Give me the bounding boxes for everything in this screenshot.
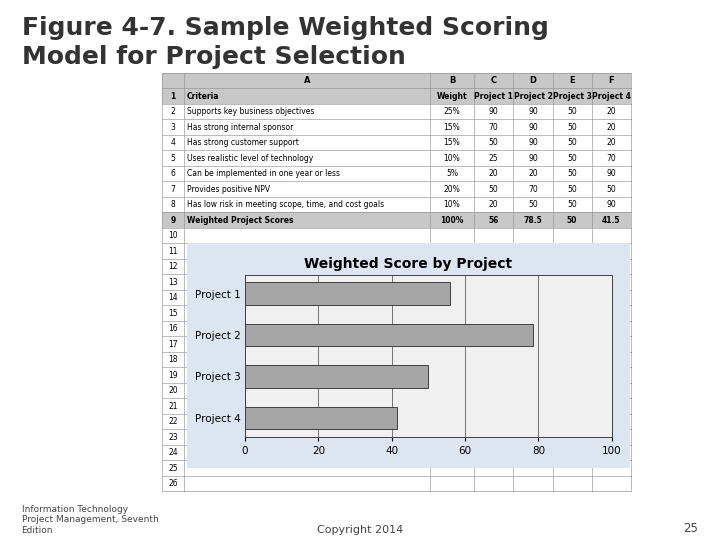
Text: 20: 20 — [168, 386, 178, 395]
Text: Project 3: Project 3 — [553, 92, 592, 100]
Text: 20: 20 — [528, 169, 538, 178]
Text: 70: 70 — [489, 123, 498, 132]
Text: 50: 50 — [528, 200, 538, 209]
Text: 50: 50 — [489, 185, 498, 194]
Text: 14: 14 — [168, 293, 178, 302]
Text: 20: 20 — [606, 107, 616, 116]
Text: 50: 50 — [567, 154, 577, 163]
Text: 4: 4 — [171, 138, 176, 147]
Text: 50: 50 — [567, 123, 577, 132]
Text: 25: 25 — [489, 154, 498, 163]
Text: 11: 11 — [168, 247, 178, 255]
Text: Has low risk in meeting scope, time, and cost goals: Has low risk in meeting scope, time, and… — [186, 200, 384, 209]
Text: 50: 50 — [567, 200, 577, 209]
Text: 50: 50 — [567, 169, 577, 178]
Text: Project 4: Project 4 — [592, 92, 631, 100]
Text: F: F — [608, 76, 614, 85]
Text: 20%: 20% — [444, 185, 460, 194]
Text: 20: 20 — [606, 123, 616, 132]
Text: 70: 70 — [528, 185, 538, 194]
Text: 2: 2 — [171, 107, 175, 116]
Bar — [245, 365, 428, 388]
Text: C: C — [490, 76, 497, 85]
Text: 15: 15 — [168, 309, 178, 318]
Text: 90: 90 — [528, 138, 538, 147]
Text: 50: 50 — [606, 185, 616, 194]
Text: 90: 90 — [528, 123, 538, 132]
Bar — [245, 282, 451, 305]
Text: 50: 50 — [567, 215, 577, 225]
Bar — [245, 407, 397, 429]
Text: 17: 17 — [168, 340, 178, 349]
Text: Weight: Weight — [437, 92, 467, 100]
Text: 10%: 10% — [444, 200, 460, 209]
Text: 7: 7 — [171, 185, 176, 194]
Text: 15%: 15% — [444, 123, 460, 132]
Text: Has strong internal sponsor: Has strong internal sponsor — [186, 123, 293, 132]
Text: 12: 12 — [168, 262, 178, 271]
Text: B: B — [449, 76, 455, 85]
Text: 18: 18 — [168, 355, 178, 364]
Text: E: E — [570, 76, 575, 85]
Text: 90: 90 — [528, 154, 538, 163]
Text: D: D — [529, 76, 536, 85]
Text: 78.5: 78.5 — [523, 215, 542, 225]
Text: 5%: 5% — [446, 169, 458, 178]
Text: Provides positive NPV: Provides positive NPV — [186, 185, 270, 194]
Text: 20: 20 — [606, 138, 616, 147]
Text: 19: 19 — [168, 370, 178, 380]
Text: 13: 13 — [168, 278, 178, 287]
Text: 41.5: 41.5 — [602, 215, 621, 225]
Text: Copyright 2014: Copyright 2014 — [317, 524, 403, 535]
Text: 50: 50 — [567, 138, 577, 147]
Text: 70: 70 — [606, 154, 616, 163]
Text: 50: 50 — [489, 138, 498, 147]
Text: Information Technology
Project Management, Seventh
Edition: Information Technology Project Managemen… — [22, 505, 158, 535]
Text: Project 2: Project 2 — [513, 92, 552, 100]
Text: Figure 4-7. Sample Weighted Scoring
Model for Project Selection: Figure 4-7. Sample Weighted Scoring Mode… — [22, 16, 549, 69]
Text: 25: 25 — [683, 522, 698, 535]
Text: Criteria: Criteria — [186, 92, 219, 100]
Text: 50: 50 — [567, 185, 577, 194]
Text: 20: 20 — [489, 169, 498, 178]
Text: 90: 90 — [606, 169, 616, 178]
Text: 25: 25 — [168, 464, 178, 472]
Text: 26: 26 — [168, 479, 178, 488]
Text: 25%: 25% — [444, 107, 460, 116]
Text: Weighted Project Scores: Weighted Project Scores — [186, 215, 293, 225]
Text: 10%: 10% — [444, 154, 460, 163]
Text: 56: 56 — [488, 215, 499, 225]
Text: 15%: 15% — [444, 138, 460, 147]
Text: 8: 8 — [171, 200, 175, 209]
Text: 1: 1 — [171, 92, 176, 100]
Text: Uses realistic level of technology: Uses realistic level of technology — [186, 154, 313, 163]
Text: Can be implemented in one year or less: Can be implemented in one year or less — [186, 169, 340, 178]
Text: 100%: 100% — [441, 215, 464, 225]
Text: 23: 23 — [168, 433, 178, 442]
Text: 20: 20 — [489, 200, 498, 209]
Text: 90: 90 — [528, 107, 538, 116]
Text: 5: 5 — [171, 154, 176, 163]
Text: Has strong customer support: Has strong customer support — [186, 138, 299, 147]
Text: 16: 16 — [168, 324, 178, 333]
Text: 90: 90 — [606, 200, 616, 209]
Text: 24: 24 — [168, 448, 178, 457]
Text: 21: 21 — [168, 402, 178, 410]
Text: 6: 6 — [171, 169, 176, 178]
Text: 90: 90 — [489, 107, 498, 116]
Text: 9: 9 — [171, 215, 176, 225]
Text: Supports key business objectives: Supports key business objectives — [186, 107, 314, 116]
Text: 3: 3 — [171, 123, 176, 132]
Text: 50: 50 — [567, 107, 577, 116]
Text: A: A — [304, 76, 310, 85]
Text: Weighted Score by Project: Weighted Score by Project — [305, 257, 513, 271]
Text: 10: 10 — [168, 231, 178, 240]
Text: 22: 22 — [168, 417, 178, 426]
Text: Project 1: Project 1 — [474, 92, 513, 100]
Bar — [245, 323, 533, 347]
